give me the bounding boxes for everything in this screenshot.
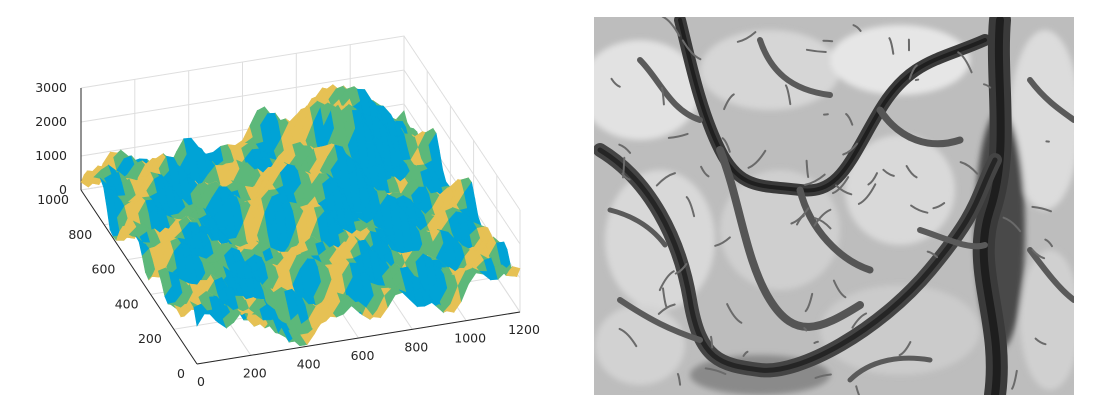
rivulet xyxy=(618,327,638,348)
grid-line xyxy=(80,69,521,245)
rivulet xyxy=(784,84,792,106)
rivulet xyxy=(723,93,735,111)
y-tick-label: 400 xyxy=(115,296,139,311)
rivulet xyxy=(721,137,731,153)
rivulet xyxy=(1011,369,1018,390)
rivulet xyxy=(726,303,743,324)
rivulet xyxy=(804,173,826,186)
rivulet xyxy=(710,335,714,349)
rivulet xyxy=(685,196,696,218)
z-tick-label: 0 xyxy=(59,182,67,197)
y-axis-ticks: 0 200 400 600 800 1000 xyxy=(37,192,185,381)
rivulet xyxy=(661,17,681,37)
axes-box-edges xyxy=(80,88,521,365)
rivulet xyxy=(805,159,810,178)
x-tick-label: 0 xyxy=(197,374,205,389)
rivulet xyxy=(882,168,895,177)
rivulet xyxy=(957,51,973,74)
rivulet xyxy=(910,204,929,214)
rivulet xyxy=(832,279,847,299)
y-tick-label: 200 xyxy=(138,331,162,346)
rivulet xyxy=(959,161,979,175)
rivulet xyxy=(852,24,862,32)
rivulet xyxy=(610,77,621,88)
rivulet xyxy=(676,373,682,386)
rivulet xyxy=(805,48,827,53)
rivulet xyxy=(674,263,688,275)
rivulet xyxy=(814,373,832,379)
x-axis-line xyxy=(196,311,521,365)
rivulet xyxy=(667,132,689,139)
z-tick-label: 3000 xyxy=(35,80,67,95)
rivulet xyxy=(1044,238,1053,248)
rivulet xyxy=(655,172,676,187)
rivulet xyxy=(1034,337,1047,346)
x-tick-label: 200 xyxy=(243,365,267,380)
rivulet xyxy=(1002,216,1022,233)
rivulet xyxy=(914,78,920,82)
rivulet xyxy=(888,37,895,55)
y-axis-line xyxy=(80,189,198,365)
rivulet xyxy=(660,87,665,106)
rivulet xyxy=(742,350,749,357)
rivulet xyxy=(681,39,702,61)
x-tick-label: 1200 xyxy=(508,322,540,337)
terrain-rivulets xyxy=(610,17,1053,395)
rivulet xyxy=(803,327,808,332)
rivulet xyxy=(714,236,731,247)
rivulet xyxy=(926,250,938,259)
rivulet xyxy=(1031,248,1046,260)
z-axis-ticks: 0 1000 2000 3000 xyxy=(35,80,67,197)
rivulet xyxy=(898,341,912,357)
rivulet xyxy=(813,208,832,227)
rivulet xyxy=(736,31,757,43)
surface-mesh xyxy=(80,84,521,347)
rivulet xyxy=(851,312,868,329)
rivulet xyxy=(822,39,834,43)
y-tick-label: 1000 xyxy=(37,192,69,207)
x-tick-label: 400 xyxy=(297,357,321,372)
rivulet xyxy=(867,172,878,186)
rivulet xyxy=(832,176,850,195)
rivulet xyxy=(835,184,853,196)
rivulet xyxy=(932,202,946,210)
rivulet xyxy=(700,165,710,178)
rivulet xyxy=(905,165,918,179)
rivulet xyxy=(662,287,668,308)
x-tick-label: 1000 xyxy=(454,331,486,346)
rivulet xyxy=(618,143,632,154)
y-tick-label: 0 xyxy=(177,366,185,381)
rivulet xyxy=(747,149,767,169)
rivulet xyxy=(704,367,727,375)
valley-channels xyxy=(594,17,1074,395)
rivulet xyxy=(622,156,626,179)
rivulet xyxy=(845,113,854,126)
rivulet xyxy=(842,142,859,156)
rivulet xyxy=(796,214,805,226)
y-tick-label: 800 xyxy=(68,227,92,242)
rivulet xyxy=(813,340,819,344)
grid-line xyxy=(80,35,521,211)
x-axis-ticks: 0 200 400 600 800 1000 1200 xyxy=(197,322,540,389)
grayscale-elevation-image xyxy=(594,17,1074,395)
x-tick-label: 800 xyxy=(404,339,428,354)
z-tick-label: 2000 xyxy=(35,114,67,129)
surface-face xyxy=(508,266,521,278)
rivulet xyxy=(658,270,675,292)
rivulet xyxy=(983,83,992,89)
rivulet xyxy=(857,183,877,205)
rivulet xyxy=(804,292,814,313)
rivulet xyxy=(855,385,861,395)
z-tick-label: 1000 xyxy=(35,148,67,163)
y-tick-label: 600 xyxy=(92,262,116,277)
x-tick-label: 600 xyxy=(351,348,375,363)
rivulet xyxy=(1031,205,1052,213)
rivulet xyxy=(908,64,918,80)
rivulet xyxy=(814,217,832,230)
